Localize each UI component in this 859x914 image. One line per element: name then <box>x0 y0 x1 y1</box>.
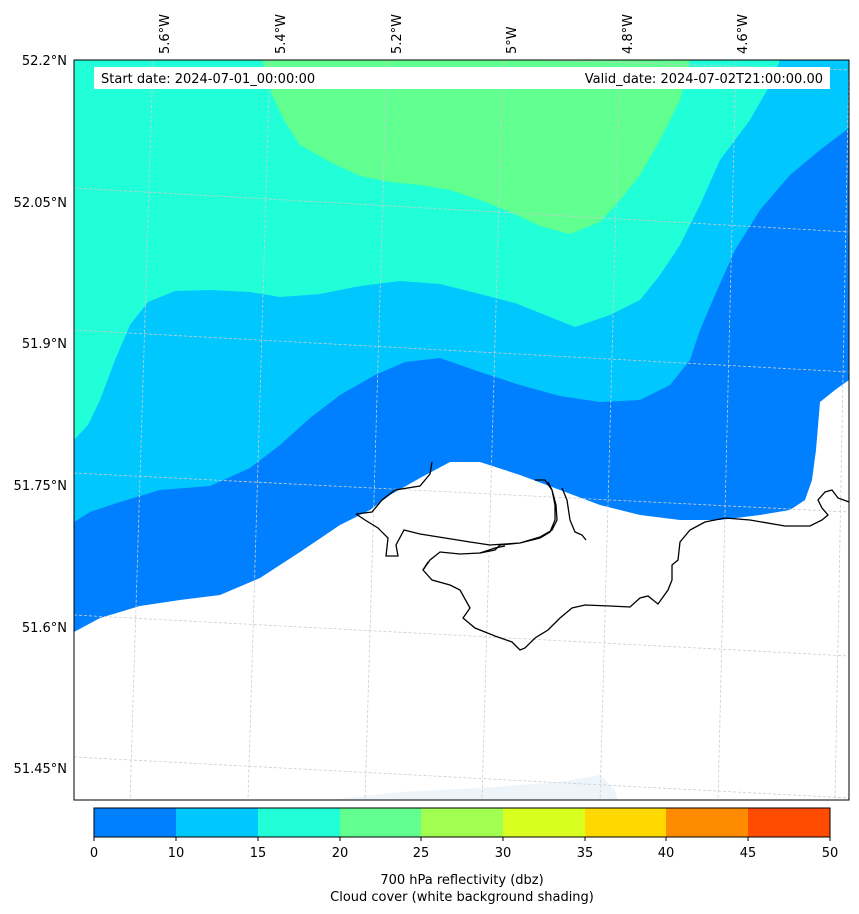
lon-label-4-8w: 4.8°W <box>621 14 636 54</box>
gridline-lat-51-75 <box>74 472 849 513</box>
lat-label-51-45n: 51.45°N <box>14 762 67 777</box>
colorbar-segment-20-25 <box>340 808 421 837</box>
colorbar-segment-15-20 <box>258 808 340 837</box>
colorbar-segment-25-30 <box>421 808 503 837</box>
colorbar-segment-45-50 <box>748 808 830 837</box>
gridline-lon-4-8 <box>599 60 621 800</box>
cloud-cover-patch <box>330 775 618 800</box>
coastline <box>355 461 849 651</box>
gridline-lon-4-4 <box>834 60 849 800</box>
colorbar-tick-label-30: 30 <box>495 846 512 861</box>
colorbar-tick-label-45: 45 <box>740 846 757 861</box>
lat-label-51-9n: 51.9°N <box>22 337 67 352</box>
start-date-label: Start date: 2024-07-01_00:00:00 <box>101 72 315 87</box>
colorbar-segment-30-35 <box>503 808 585 837</box>
lon-label-5-4w: 5.4°W <box>274 14 289 54</box>
coastline-pembrokeshire <box>355 461 849 651</box>
gridline-lat-52-2 <box>526 60 849 71</box>
map-panel: Start date: 2024-07-01_00:00:00 Valid_da… <box>74 60 849 800</box>
lon-label-5w: 5°W <box>505 26 520 54</box>
lon-label-4-6w: 4.6°W <box>736 14 751 54</box>
colorbar-tick-labels: 0 10 15 20 25 30 35 40 45 50 <box>90 846 838 861</box>
colorbar-tick-label-0: 0 <box>90 846 98 861</box>
gridline-lon-5-2 <box>364 60 388 800</box>
lat-label-52-2n: 52.2°N <box>22 54 67 69</box>
valid-date-label: Valid_date: 2024-07-02T21:00:00.00 <box>585 72 823 87</box>
colorbar-ticks <box>93 837 831 841</box>
colorbar-tick-label-15: 15 <box>250 846 267 861</box>
gridline-lat-51-6 <box>74 614 849 657</box>
gridline-lat-51-45 <box>74 756 849 799</box>
lat-label-51-6n: 51.6°N <box>22 621 67 636</box>
lat-label-51-75n: 51.75°N <box>14 479 67 494</box>
colorbar: 0 10 15 20 25 30 35 40 45 50 700 hPa ref… <box>90 807 838 905</box>
lat-label-52-05n: 52.05°N <box>14 196 67 211</box>
gridline-lon-4-6 <box>717 60 737 800</box>
colorbar-tick-label-10: 10 <box>168 846 185 861</box>
colorbar-segment-10-15 <box>176 808 258 837</box>
colorbar-tick-label-20: 20 <box>332 846 349 861</box>
date-info-box <box>94 67 830 89</box>
gridline-lon-5 <box>481 60 504 800</box>
colorbar-tick-label-50: 50 <box>822 846 839 861</box>
gridline-lon-5-4 <box>247 60 271 800</box>
colorbar-tick-label-40: 40 <box>658 846 675 861</box>
colorbar-segment-35-40 <box>585 808 666 837</box>
longitude-labels: 5.6°W 5.4°W 5.2°W 5°W 4.8°W 4.6°W <box>158 14 751 54</box>
lon-label-5-6w: 5.6°W <box>158 14 173 54</box>
colorbar-frame <box>93 807 831 838</box>
colorbar-tick-label-25: 25 <box>413 846 430 861</box>
gridline-lat-52-05 <box>74 187 849 233</box>
graticule <box>74 60 849 800</box>
colorbar-segment-0-10 <box>94 808 176 837</box>
reflectivity-band-20-25 <box>262 60 690 234</box>
colorbar-label-reflectivity: 700 hPa reflectivity (dbz) <box>380 873 543 888</box>
gridline-lat-51-9 <box>74 329 849 373</box>
gridline-lon-5-6 <box>129 60 154 800</box>
colorbar-segment-40-45 <box>666 808 748 837</box>
colorbar-label-cloud-cover: Cloud cover (white background shading) <box>330 890 594 905</box>
latitude-labels: 52.2°N 52.05°N 51.9°N 51.75°N 51.6°N 51.… <box>14 54 67 777</box>
lon-label-5-2w: 5.2°W <box>390 14 405 54</box>
map-frame <box>73 59 850 801</box>
coastline-inlet <box>422 545 506 571</box>
colorbar-tick-label-35: 35 <box>577 846 594 861</box>
